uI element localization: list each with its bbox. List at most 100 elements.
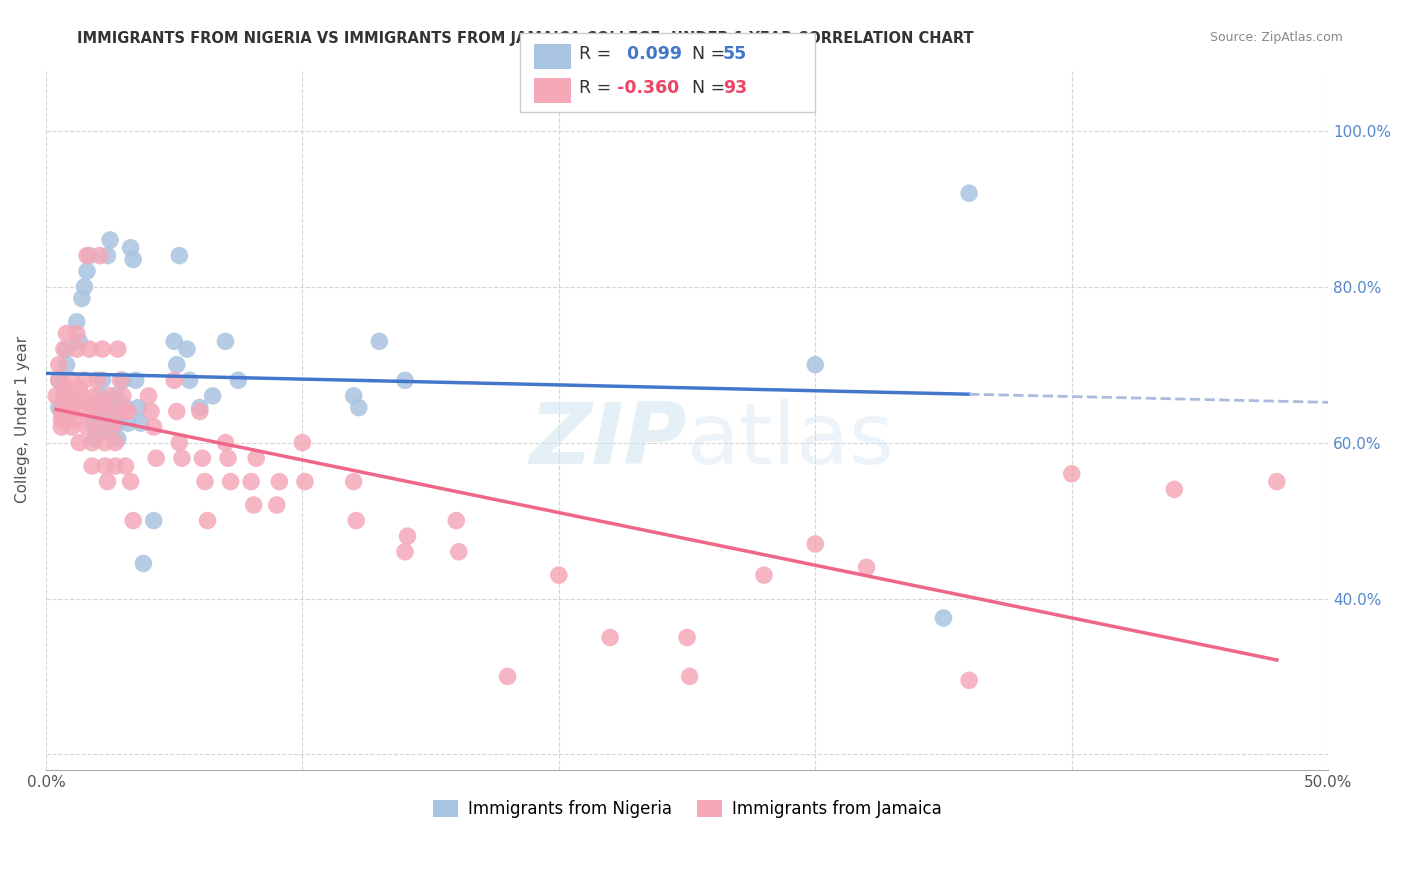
Point	[51, 420, 73, 434]
Point	[67, 334, 90, 349]
Point	[1265, 475, 1288, 489]
Point	[76, 264, 98, 278]
Point	[104, 409, 127, 423]
Point	[125, 373, 148, 387]
Text: 55: 55	[723, 45, 747, 63]
Point	[83, 432, 105, 446]
Point	[294, 475, 316, 489]
Point	[63, 412, 86, 426]
Point	[214, 435, 236, 450]
Point	[73, 279, 96, 293]
Text: R =: R =	[579, 45, 617, 63]
Point	[89, 389, 111, 403]
Point	[66, 315, 89, 329]
Point	[86, 401, 108, 415]
Point	[104, 389, 127, 403]
Point	[446, 514, 468, 528]
Point	[70, 292, 93, 306]
Point	[496, 669, 519, 683]
Text: N =: N =	[681, 79, 730, 97]
Point	[45, 389, 67, 403]
Point	[111, 373, 134, 387]
Point	[67, 435, 90, 450]
Text: IMMIGRANTS FROM NIGERIA VS IMMIGRANTS FROM JAMAICA COLLEGE, UNDER 1 YEAR CORRELA: IMMIGRANTS FROM NIGERIA VS IMMIGRANTS FR…	[77, 31, 974, 46]
Point	[55, 342, 77, 356]
Point	[266, 498, 288, 512]
Point	[117, 404, 139, 418]
Point	[82, 458, 104, 473]
Point	[957, 186, 980, 201]
Point	[86, 373, 108, 387]
Point	[98, 389, 121, 403]
Point	[89, 249, 111, 263]
Point	[170, 451, 193, 466]
Point	[55, 381, 77, 395]
Point	[101, 404, 124, 418]
Point	[201, 389, 224, 403]
Point	[73, 404, 96, 418]
Point	[122, 252, 145, 267]
Point	[855, 560, 877, 574]
Point	[110, 373, 132, 387]
Point	[347, 401, 370, 415]
Point	[91, 409, 114, 423]
Legend: Immigrants from Nigeria, Immigrants from Jamaica: Immigrants from Nigeria, Immigrants from…	[426, 793, 948, 825]
Point	[226, 373, 249, 387]
Point	[76, 249, 98, 263]
Point	[96, 475, 118, 489]
Point	[179, 373, 201, 387]
Point	[94, 424, 117, 438]
Point	[343, 389, 366, 403]
Point	[101, 420, 124, 434]
Point	[52, 412, 75, 426]
Point	[111, 404, 134, 418]
Point	[107, 432, 129, 446]
Point	[96, 249, 118, 263]
Point	[291, 435, 314, 450]
Point	[142, 420, 165, 434]
Point	[163, 373, 186, 387]
Point	[66, 326, 89, 341]
Point	[139, 404, 162, 418]
Point	[104, 435, 127, 450]
Point	[197, 514, 219, 528]
Point	[79, 397, 101, 411]
Text: 93: 93	[723, 79, 747, 97]
Point	[73, 373, 96, 387]
Point	[52, 342, 75, 356]
Point	[58, 397, 80, 411]
Text: 0.099: 0.099	[621, 45, 682, 63]
Text: -0.360: -0.360	[617, 79, 679, 97]
Point	[89, 420, 111, 434]
Point	[176, 342, 198, 356]
Point	[145, 451, 167, 466]
Point	[51, 412, 73, 426]
Point	[104, 458, 127, 473]
Point	[114, 401, 136, 415]
Point	[217, 451, 239, 466]
Point	[110, 397, 132, 411]
Point	[48, 373, 70, 387]
Point	[932, 611, 955, 625]
Point	[91, 373, 114, 387]
Point	[344, 514, 367, 528]
Point	[188, 404, 211, 418]
Point	[48, 401, 70, 415]
Point	[142, 514, 165, 528]
Point	[98, 233, 121, 247]
Point	[394, 545, 416, 559]
Point	[107, 342, 129, 356]
Point	[67, 381, 90, 395]
Point	[804, 537, 827, 551]
Point	[132, 557, 155, 571]
Point	[127, 401, 149, 415]
Point	[117, 416, 139, 430]
Point	[70, 389, 93, 403]
Point	[48, 358, 70, 372]
Point	[138, 389, 160, 403]
Point	[107, 416, 129, 430]
Point	[447, 545, 470, 559]
Point	[91, 342, 114, 356]
Point	[48, 373, 70, 387]
Point	[547, 568, 569, 582]
